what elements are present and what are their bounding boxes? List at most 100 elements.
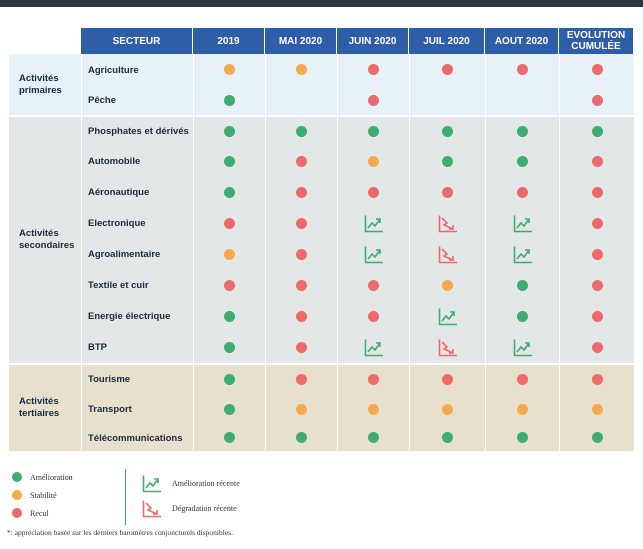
status-cell [559, 270, 634, 301]
green-dot-icon [296, 125, 307, 137]
header-row: SECTEUR 2019 MAI 2020 JUIN 2020 JUIL 202… [9, 28, 634, 54]
trend-down-icon [438, 339, 457, 357]
green-dot-icon [442, 125, 453, 137]
status-cell [409, 115, 485, 146]
table-row: Electronique [9, 208, 634, 239]
status-cell [265, 270, 337, 301]
green-dot-icon [517, 155, 528, 167]
table-row: Activités tertiaires Tourisme [9, 363, 634, 451]
status-cell [485, 54, 559, 86]
legend-label: Dégradation récente [172, 504, 237, 513]
red-dot-icon [591, 64, 603, 76]
red-dot-icon [591, 341, 603, 353]
table-row: Aéronautique [9, 177, 634, 208]
red-dot-icon [368, 186, 379, 198]
red-dot-icon [12, 508, 22, 518]
trend-down-icon [438, 215, 457, 233]
status-cell [485, 146, 559, 177]
red-dot-icon [591, 217, 603, 229]
status-cell [337, 115, 409, 146]
status-cell [193, 425, 265, 451]
green-dot-icon [517, 125, 528, 137]
status-cell [265, 425, 337, 451]
status-cell [265, 301, 337, 332]
table-row: Activités secondaires Phosphates et dériv… [9, 115, 634, 363]
table-row: Transport [9, 394, 634, 425]
green-dot-icon [224, 403, 235, 415]
sector-name: BTP [81, 332, 193, 363]
red-dot-icon [591, 279, 603, 291]
sector-name: Transport [81, 394, 193, 425]
status-cell [265, 239, 337, 270]
footnote: *: appréciation basée sur les derniers b… [7, 528, 233, 537]
status-cell [485, 239, 559, 270]
status-cell [265, 146, 337, 177]
status-cell [337, 363, 409, 394]
sector-name: Aéronautique [81, 177, 193, 208]
red-dot-icon [296, 373, 307, 385]
status-cell [193, 363, 265, 394]
trend-up-icon [513, 215, 532, 233]
trend-up-icon [513, 246, 532, 264]
red-dot-icon [368, 94, 379, 106]
status-cell [193, 208, 265, 239]
status-cell [485, 270, 559, 301]
group-label: Activités primaires [9, 54, 81, 115]
orange-dot-icon [442, 403, 453, 415]
sector-name: Tourisme [81, 363, 193, 394]
status-cell [409, 208, 485, 239]
orange-dot-icon [296, 403, 307, 415]
legend-stabilite: Stabilité [12, 490, 57, 500]
red-dot-icon [296, 186, 307, 198]
status-cell [485, 86, 559, 115]
red-dot-icon [591, 248, 603, 260]
status-cell [337, 86, 409, 115]
status-cell [337, 301, 409, 332]
status-cell [559, 425, 634, 451]
status-cell [409, 394, 485, 425]
status-cell [337, 394, 409, 425]
top-bar [0, 0, 643, 7]
red-dot-icon [296, 248, 307, 260]
green-dot-icon [296, 432, 307, 444]
red-dot-icon [517, 373, 528, 385]
green-dot-icon [517, 310, 528, 322]
trend-up-icon [364, 339, 383, 357]
status-cell [193, 270, 265, 301]
status-cell [559, 86, 634, 115]
table-row: BTP [9, 332, 634, 363]
sector-name: Agriculture [81, 54, 193, 86]
sector-name: Energie électrique [81, 301, 193, 332]
header-period: MAI 2020 [265, 28, 337, 54]
red-dot-icon [591, 186, 603, 198]
trend-up-icon [142, 475, 161, 493]
status-cell [193, 146, 265, 177]
table-row: Télécommunications [9, 425, 634, 451]
red-dot-icon [591, 155, 603, 167]
status-cell [193, 239, 265, 270]
trend-down-icon [438, 246, 457, 264]
status-cell [559, 363, 634, 394]
trend-up-icon [364, 215, 383, 233]
red-dot-icon [296, 155, 307, 167]
status-cell [265, 363, 337, 394]
legend-label: Recul [30, 508, 49, 518]
status-cell [265, 332, 337, 363]
legend-divider [125, 469, 126, 525]
status-cell [409, 332, 485, 363]
red-dot-icon [224, 279, 235, 291]
status-cell [409, 301, 485, 332]
status-cell [337, 332, 409, 363]
status-cell [409, 239, 485, 270]
group-label: Activités tertiaires [9, 363, 81, 451]
sector-name: Textile et cuir [81, 270, 193, 301]
status-cell [265, 86, 337, 115]
red-dot-icon [296, 217, 307, 229]
status-cell [409, 86, 485, 115]
sector-name: Pêche [81, 86, 193, 115]
status-cell [337, 425, 409, 451]
legend-degradation-recente: Dégradation récente [142, 499, 237, 518]
orange-dot-icon [368, 155, 379, 167]
legend-label: Amélioration [30, 472, 73, 482]
green-dot-icon [224, 432, 235, 444]
